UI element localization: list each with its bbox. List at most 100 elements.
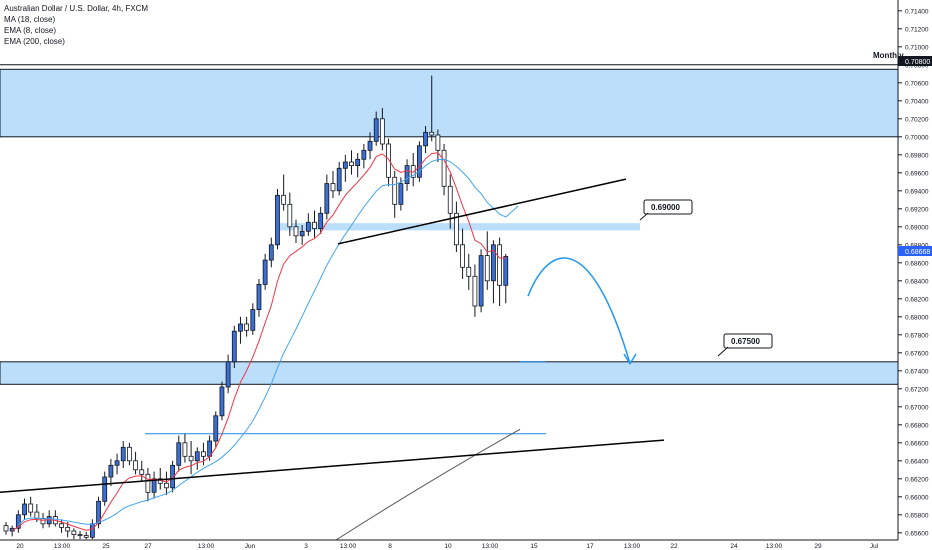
- monthly-price-tag: [898, 56, 932, 66]
- candle-body: [312, 221, 317, 230]
- x-tick-label: 13:00: [482, 543, 499, 550]
- candle-body: [460, 244, 465, 268]
- candle-body: [398, 183, 404, 205]
- x-tick-label: 3: [304, 543, 308, 550]
- y-tick-label: 0.69000: [905, 224, 929, 231]
- candle-body: [503, 256, 509, 286]
- drawings-layer: [0, 178, 665, 494]
- candle-body: [349, 161, 354, 166]
- candle-body: [491, 244, 496, 282]
- y-tick-label: 0.66600: [905, 440, 929, 447]
- y-tick-label: 0.66400: [905, 458, 929, 465]
- candle-body: [238, 323, 243, 332]
- x-tick-label: 10: [444, 543, 452, 550]
- x-tick-label: 20: [16, 543, 24, 550]
- x-tick-label: 29: [814, 543, 822, 550]
- zone-support: [0, 361, 899, 385]
- candle-body: [367, 140, 373, 151]
- callout-lower-box: [723, 333, 773, 349]
- candle-body: [256, 283, 262, 310]
- y-tick-label: 0.71200: [905, 26, 929, 33]
- candle-body: [324, 183, 330, 214]
- upper-trendline: [337, 178, 627, 245]
- candle-body: [404, 165, 410, 185]
- candle-body: [77, 534, 83, 536]
- candle-body: [478, 255, 484, 307]
- candle-body: [89, 523, 95, 538]
- y-tick-label: 0.66000: [905, 494, 929, 501]
- candle-body: [268, 244, 274, 261]
- callout-upper-label: 0.69000: [651, 203, 680, 212]
- candle-body: [336, 167, 342, 192]
- legend-ma: MA (18, close): [4, 15, 56, 24]
- candle-body: [379, 118, 385, 145]
- candle-body: [3, 525, 9, 532]
- candle-body: [59, 523, 64, 528]
- x-tick-label: Jun: [245, 543, 256, 550]
- x-tick-label: 13:00: [198, 543, 215, 550]
- y-tick-label: 0.69800: [905, 152, 929, 159]
- current-price-tag: [898, 246, 932, 256]
- price-tags: Monthly 0.70800 0.68668 0.69000 0.67500: [639, 51, 932, 357]
- candle-body: [287, 203, 293, 228]
- ema200-line: [335, 428, 521, 541]
- y-tick-label: 0.69400: [905, 188, 929, 195]
- candle-body: [65, 527, 71, 532]
- candle-body: [423, 131, 428, 147]
- y-tick-label: 0.68400: [905, 278, 929, 285]
- candle-body: [213, 415, 219, 442]
- y-tick-label: 0.68800: [905, 242, 929, 249]
- candle-body: [305, 221, 311, 232]
- candle-body: [484, 255, 490, 282]
- y-tick-label: 0.70600: [905, 80, 929, 87]
- projection-arrow: [527, 257, 631, 364]
- candle-body: [102, 476, 108, 502]
- y-tick-label: 0.70400: [905, 98, 929, 105]
- candle-body: [497, 244, 503, 286]
- legend-ema200: EMA (200, close): [4, 37, 65, 46]
- candle-body: [22, 503, 27, 516]
- y-tick-label: 0.66800: [905, 422, 929, 429]
- candle-body: [342, 161, 348, 169]
- callout-upper-pointer: [639, 212, 649, 221]
- current-price-label: 0.68668: [905, 249, 930, 256]
- zones-layer: [0, 68, 899, 385]
- lower-trendline: [0, 439, 665, 494]
- indicators-layer: [11, 152, 519, 531]
- x-tick-label: 27: [144, 543, 152, 550]
- candle-body: [151, 478, 157, 493]
- y-tick-label: 0.69200: [905, 206, 929, 213]
- candle-body: [262, 259, 268, 285]
- candle-body: [392, 176, 398, 205]
- x-tick-label: 13:00: [624, 543, 641, 550]
- candle-body: [250, 309, 256, 331]
- x-tick-label: 25: [102, 543, 110, 550]
- y-tick-label: 0.67000: [905, 404, 929, 411]
- candle-body: [441, 149, 447, 187]
- y-tick-label: 0.65600: [905, 530, 929, 537]
- candle-body: [176, 442, 182, 466]
- candle-body: [170, 464, 175, 489]
- candle-body: [114, 460, 120, 466]
- chart-legend: Australian Dollar / U.S. Dollar, 4h, FXC…: [4, 3, 148, 47]
- candle-body: [293, 226, 299, 237]
- y-axis-ticks: 0.71400 0.71200 0.71000 0.70800 0.70600 0.704…: [898, 8, 929, 537]
- candle-body: [188, 455, 194, 462]
- ma18-line: [17, 158, 507, 526]
- ma18-extension: [505, 205, 519, 218]
- projection-arrowhead: [623, 353, 637, 366]
- candle-body: [454, 212, 459, 246]
- y-tick-label: 0.66200: [905, 476, 929, 483]
- y-tick-label: 0.69600: [905, 170, 929, 177]
- candle-body: [133, 460, 138, 471]
- y-tick-label: 0.68600: [905, 260, 929, 267]
- y-tick-label: 0.71400: [905, 8, 929, 15]
- candle-body: [361, 149, 367, 160]
- candle-body: [201, 451, 206, 457]
- candle-body: [145, 473, 151, 493]
- candle-body: [120, 446, 126, 462]
- candle-body: [182, 442, 188, 457]
- candle-body: [96, 500, 101, 525]
